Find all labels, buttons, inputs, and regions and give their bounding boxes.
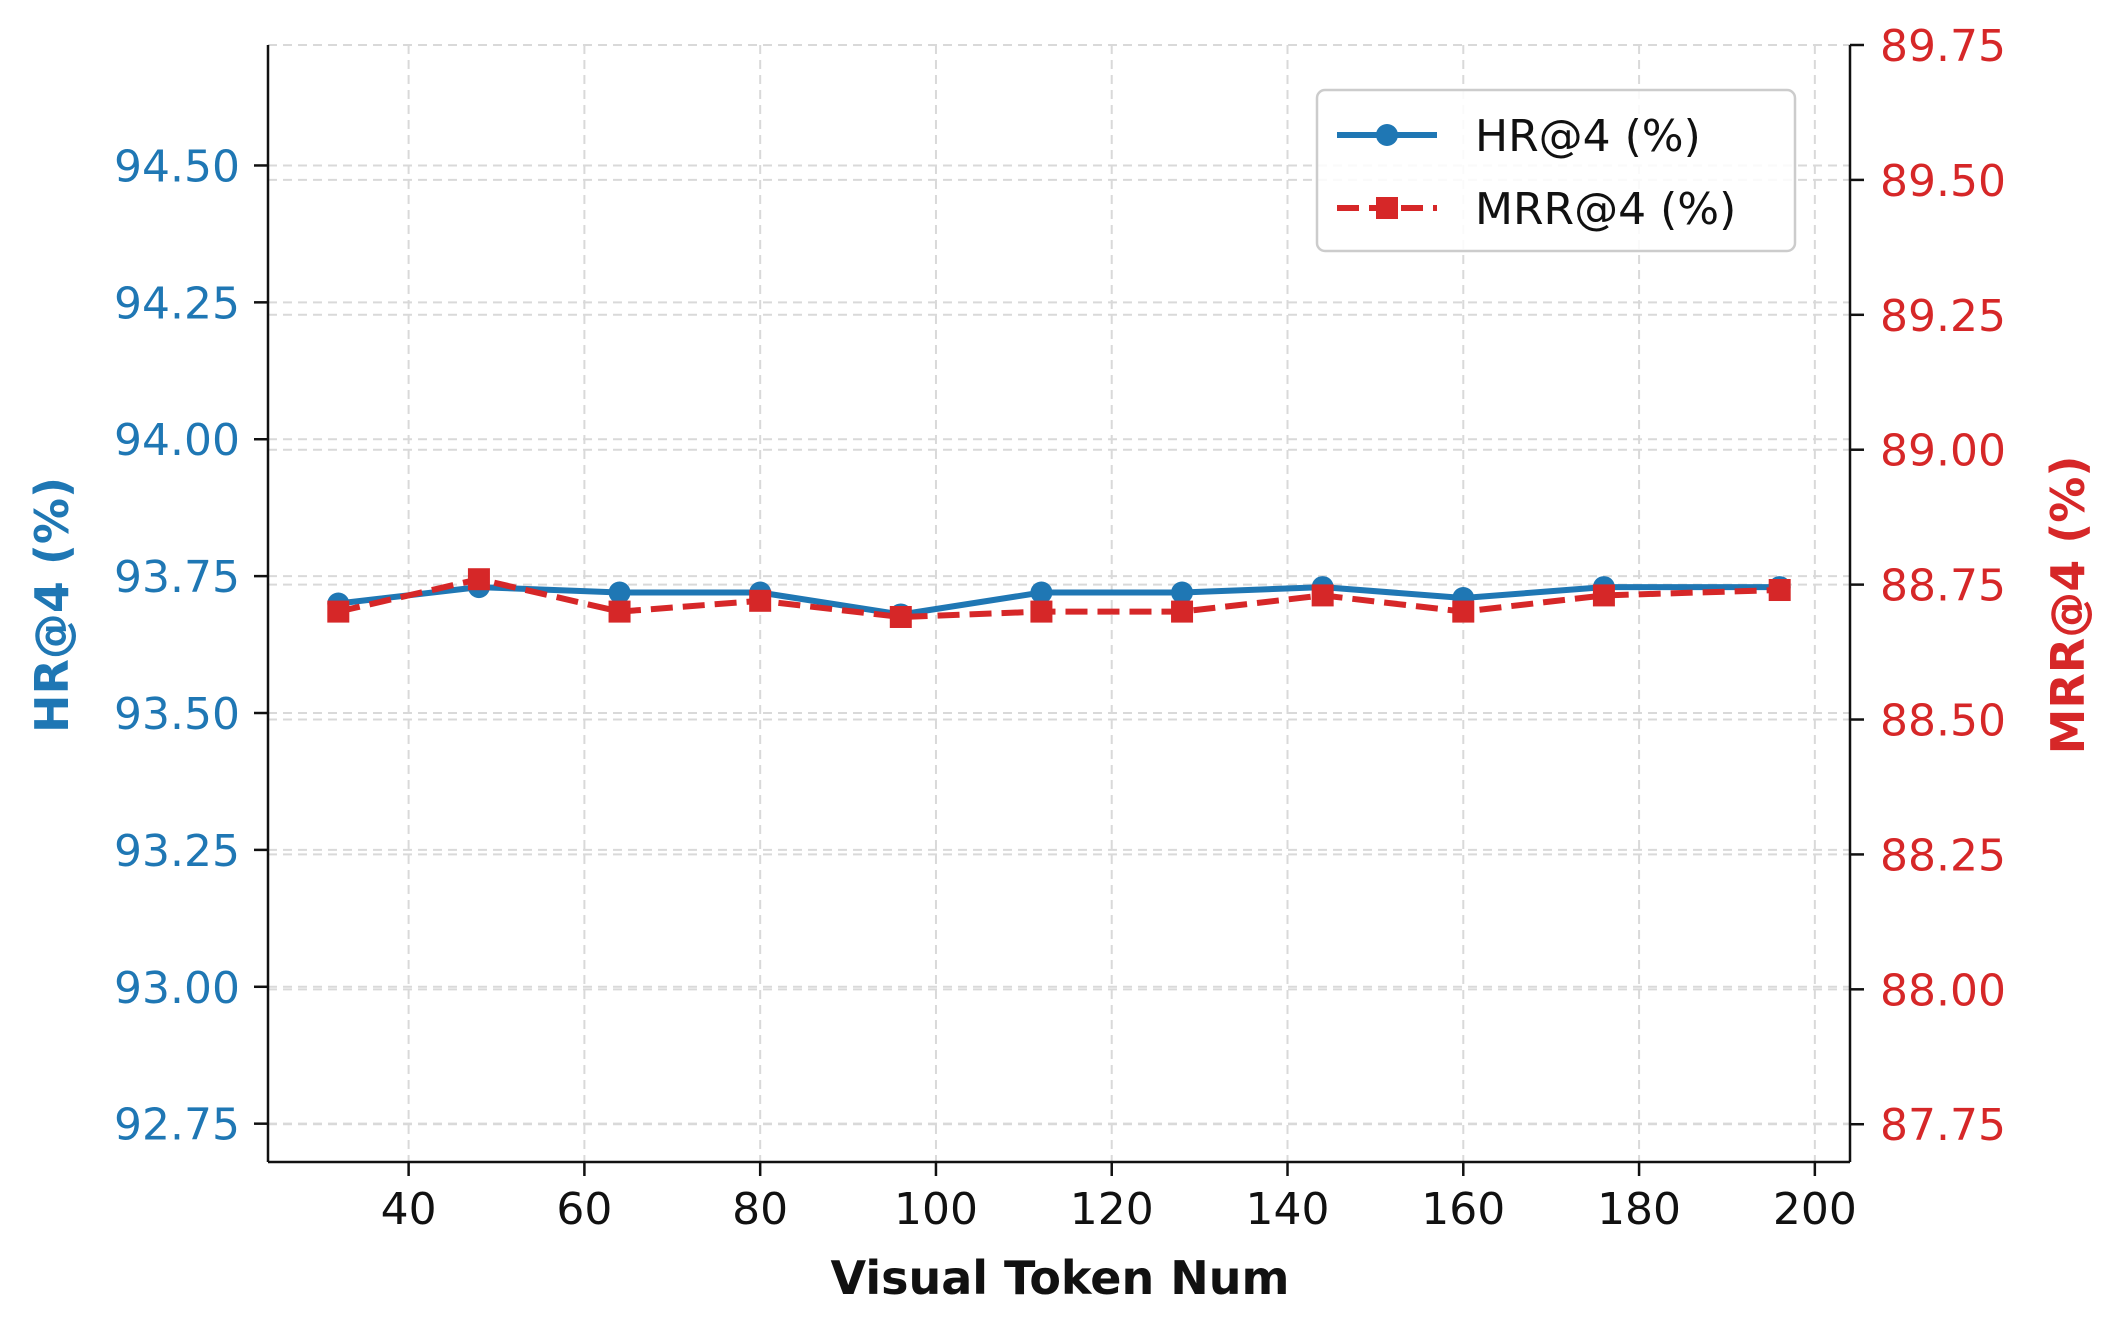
right-y-axis-title: MRR@4 (%) [2041, 456, 2095, 755]
x-tick-label: 180 [1597, 1184, 1681, 1235]
tick-labels: 40 60 80 100 120 140 160 180 200 92.75 93.00 93.25 9… [114, 21, 2006, 1235]
legend-label-2: MRR@4 (%) [1475, 184, 1736, 235]
x-tick-label: 100 [894, 1184, 978, 1235]
x-tick-label: 160 [1421, 1184, 1505, 1235]
series-1-point [1030, 581, 1053, 604]
x-tick-label: 80 [732, 1184, 788, 1235]
series-2-point [1311, 584, 1334, 607]
series-2-point [889, 605, 912, 628]
right-y-tick-label: 88.50 [1880, 696, 2006, 747]
series-2-point [1592, 584, 1615, 607]
left-y-tick-label: 93.50 [114, 689, 240, 740]
right-y-tick-label: 87.75 [1880, 1100, 2006, 1151]
x-tick-label: 60 [556, 1184, 612, 1235]
axes [254, 43, 1864, 1176]
series-2-point [1452, 600, 1475, 623]
left-y-tick-label: 93.00 [114, 963, 240, 1014]
left-y-tick-label: 93.75 [114, 552, 240, 603]
series-2-point [327, 600, 350, 623]
legend: HR@4 (%) MRR@4 (%) [1315, 88, 1797, 253]
left-y-tick-label: 94.00 [114, 415, 240, 466]
series-2-point [749, 589, 772, 612]
series-1-point [1171, 581, 1194, 604]
legend-label-1: HR@4 (%) [1475, 111, 1701, 162]
right-y-tick-label: 88.75 [1880, 561, 2006, 612]
right-y-tick-label: 89.75 [1880, 21, 2006, 72]
left-y-tick-label: 94.50 [114, 141, 240, 192]
right-y-tick-label: 89.00 [1880, 426, 2006, 477]
x-axis-title: Visual Token Num [831, 1251, 1290, 1305]
right-y-tick-label: 88.25 [1880, 830, 2006, 881]
series-2-point [608, 600, 631, 623]
x-tick-label: 140 [1246, 1184, 1330, 1235]
left-y-tick-label: 93.25 [114, 826, 240, 877]
legend-swatch-marker-1 [1376, 124, 1398, 146]
right-y-tick-label: 89.50 [1880, 156, 2006, 207]
legend-swatch-marker-2 [1376, 197, 1398, 219]
right-y-tick-label: 89.25 [1880, 291, 2006, 342]
left-y-tick-label: 94.25 [114, 278, 240, 329]
series-2-point [1171, 600, 1194, 623]
left-y-tick-label: 92.75 [114, 1100, 240, 1151]
series-2-point [467, 568, 490, 591]
grid [268, 44, 1850, 1162]
series-1-point [608, 581, 631, 604]
series-2-point [1030, 600, 1053, 623]
series-2-point [1768, 579, 1791, 602]
x-tick-label: 120 [1070, 1184, 1154, 1235]
x-tick-label: 40 [381, 1184, 437, 1235]
data-series [327, 568, 1791, 628]
right-y-tick-label: 88.00 [1880, 965, 2006, 1016]
left-y-axis-title: HR@4 (%) [25, 477, 79, 733]
x-tick-label: 200 [1773, 1184, 1857, 1235]
